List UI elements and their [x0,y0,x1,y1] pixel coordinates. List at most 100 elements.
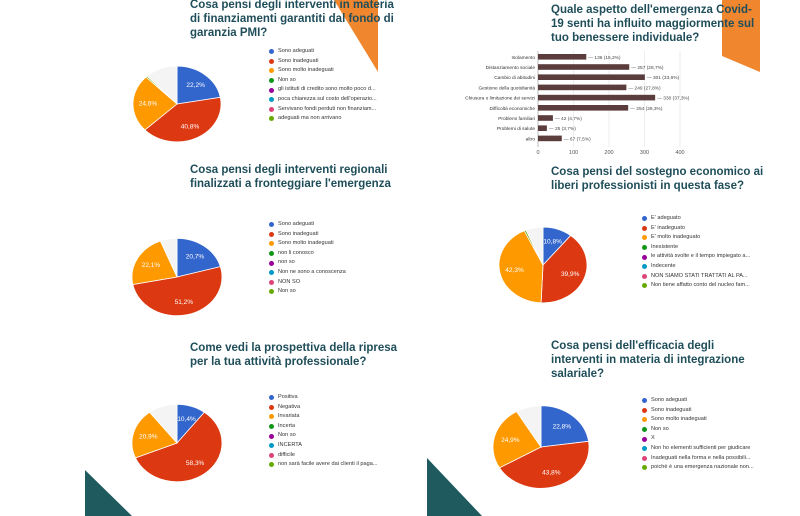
legend-swatch [642,427,647,433]
chart-title-pmi: Cosa pensi degli interventi in materia d… [190,0,394,39]
legend-item: Sono molto inadeguati [269,239,346,249]
legend-swatch [269,270,274,276]
legend-item: Inesistente [642,243,750,253]
legend-swatch [642,245,647,251]
legend-item: Sono molto inadeguati [642,415,754,425]
legend-swatch [269,49,274,55]
legend-item: Sono inadeguati [269,57,377,67]
legend-item: Non ne sono a conoscenza [269,268,346,278]
legend-label: X [651,435,655,442]
legend-label: Servivano fondi perduti non finanziam... [278,105,377,112]
legend-item: Sono inadeguati [269,230,346,240]
chart-title-impatto: Quale aspetto dell'emergenza Covid- 19 s… [551,4,755,44]
legend-regionali: Sono adeguati Sono inadeguati Sono molto i… [269,220,346,297]
legend-item: le attività svolte e il tempo impiegato … [642,252,750,262]
legend-swatch [642,254,647,260]
legend-item: E' adeguato [642,214,750,224]
legend-item: non so [269,258,346,268]
legend-item: non li conosco [269,249,346,259]
chart-title-regionali: Cosa pensi degli interventi regionali fi… [190,164,391,190]
legend-pmi: Sono adeguati Sono inadeguati Sono molto i… [269,47,377,124]
legend-swatch [642,225,647,231]
legend-item: NON SIAMO STATI TRATTATI AL PA... [642,272,750,282]
legend-label: INCERTA [278,441,303,448]
legend-swatch [642,235,647,241]
legend-item: Non so [269,287,346,297]
legend-item: E' inadeguato [642,224,750,234]
legend-label: Sono molto inadeguati [278,67,334,74]
legend-item: X [642,434,754,444]
legend-ripresa: Positiva Negativa Invariata Incerta Non so IN… [269,393,378,470]
legend-label: NON SIAMO STATI TRATTATI AL PA... [651,272,748,279]
legend-swatch [269,58,274,64]
legend-label: adeguati ma non arrivano [278,115,342,122]
orange-corner-top-right [722,0,760,72]
chart-title-integrazione: Cosa pensi dell'efficacia degli interven… [551,340,745,380]
legend-label: Non tiene affatto conto del nucleo fam..… [651,282,750,289]
legend-label: E' inadeguato [651,224,686,231]
legend-swatch [642,407,647,413]
legend-item: adeguati ma non arrivano [269,114,377,124]
legend-label: Sono inadeguati [278,57,319,64]
legend-item: Sono adeguati [269,47,377,57]
legend-item: Non so [269,431,378,441]
legend-label: gli istituti di credito sono molto poco … [278,86,376,93]
legend-label: Invariata [278,413,300,420]
legend-swatch [269,251,274,257]
legend-swatch [269,68,274,74]
teal-corner-bottom-right [427,458,482,516]
legend-label: Sono molto inadeguati [278,240,334,247]
legend-label: le attività svolte e il tempo impiegato … [651,253,751,260]
legend-label: Sono inadeguati [278,230,319,237]
legend-label: Sono adeguati [651,397,688,403]
legend-item: Inadeguati nella forma e nella possibili… [642,454,754,464]
teal-corner-bottom-left [85,470,132,516]
legend-item: Sono inadeguati [642,406,754,416]
legend-label: Non ho elementi sufficienti per giudicar… [651,444,751,451]
legend-label: non li conosco [278,249,314,256]
legend-swatch [269,87,274,93]
legend-label: E' adeguato [651,215,681,221]
legend-label: Sono inadeguati [651,406,692,413]
legend-label: Sono adeguati [278,48,315,54]
legend-swatch [269,241,274,247]
legend-label: difficile [278,451,295,458]
chart-title-ripresa: Come vedi la prospettiva della ripresa p… [190,342,398,368]
legend-swatch [642,465,647,471]
legend-item: E' molto inadeguato [642,233,750,243]
legend-swatch [642,273,647,279]
legend-swatch [642,436,647,442]
legend-label: Incerta [278,422,296,429]
legend-swatch [642,283,647,289]
legend-label: Indecente [651,262,676,269]
legend-item: difficile [269,451,378,461]
legend-item: Sono adeguati [642,396,754,406]
legend-label: Inadeguati nella forma e nella possibili… [651,454,751,461]
legend-swatch [269,97,274,103]
legend-swatch [269,443,274,449]
legend-swatch [642,398,647,404]
legend-swatch [269,452,274,458]
legend-label: non so [278,259,295,266]
legend-label: Inesistente [651,243,679,250]
legend-label: Non so [278,288,296,295]
legend-swatch [269,116,274,122]
legend-label: Non so [651,425,669,432]
legend-item: Incerta [269,422,378,432]
legend-swatch [269,414,274,420]
legend-swatch [269,404,274,410]
legend-label: poichè è una emergenza nazionale non... [651,464,754,471]
legend-item: poca chiarezza sul costo dell'operazio..… [269,95,377,105]
legend-label: Sono molto inadeguati [651,416,707,423]
legend-swatch [269,279,274,285]
chart-title-liberi: Cosa pensi del sostegno economico ai lib… [551,166,764,192]
legend-swatch [642,264,647,270]
legend-swatch [269,78,274,84]
legend-item: Non tiene affatto conto del nucleo fam..… [642,281,750,291]
legend-swatch [269,395,274,401]
legend-swatch [642,417,647,423]
legend-item: Sono molto inadeguati [269,66,377,76]
legend-item: INCERTA [269,441,378,451]
legend-swatch [269,231,274,237]
legend-item: non sarà facile avere dai clienti il pag… [269,460,378,470]
